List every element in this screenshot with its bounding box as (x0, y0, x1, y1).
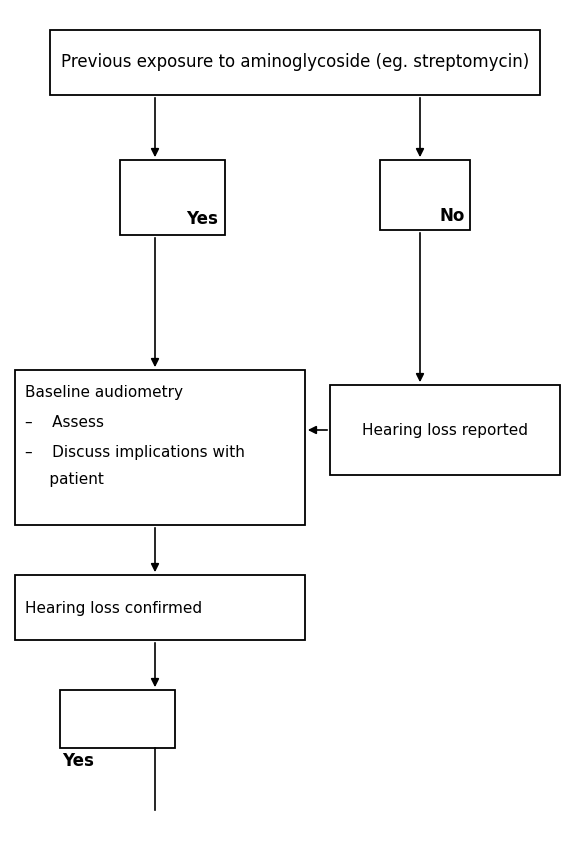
Bar (15, 575, 305, 640)
Text: Previous exposure to aminoglycoside (eg. streptomycin): Previous exposure to aminoglycoside (eg.… (61, 53, 529, 71)
Text: Yes: Yes (186, 210, 218, 228)
Bar (60, 690, 175, 748)
Bar (330, 385, 560, 475)
Bar (380, 160, 470, 230)
Text: Hearing loss reported: Hearing loss reported (362, 423, 528, 438)
Bar (50, 30, 540, 95)
Text: Hearing loss confirmed: Hearing loss confirmed (25, 601, 202, 616)
Text: patient: patient (25, 472, 104, 487)
Bar (15, 370, 305, 525)
Text: Baseline audiometry: Baseline audiometry (25, 385, 183, 400)
Text: –    Assess: – Assess (25, 415, 104, 430)
Text: No: No (439, 207, 465, 225)
Text: –    Discuss implications with: – Discuss implications with (25, 445, 245, 460)
Bar (120, 160, 225, 235)
Text: Yes: Yes (62, 752, 94, 770)
